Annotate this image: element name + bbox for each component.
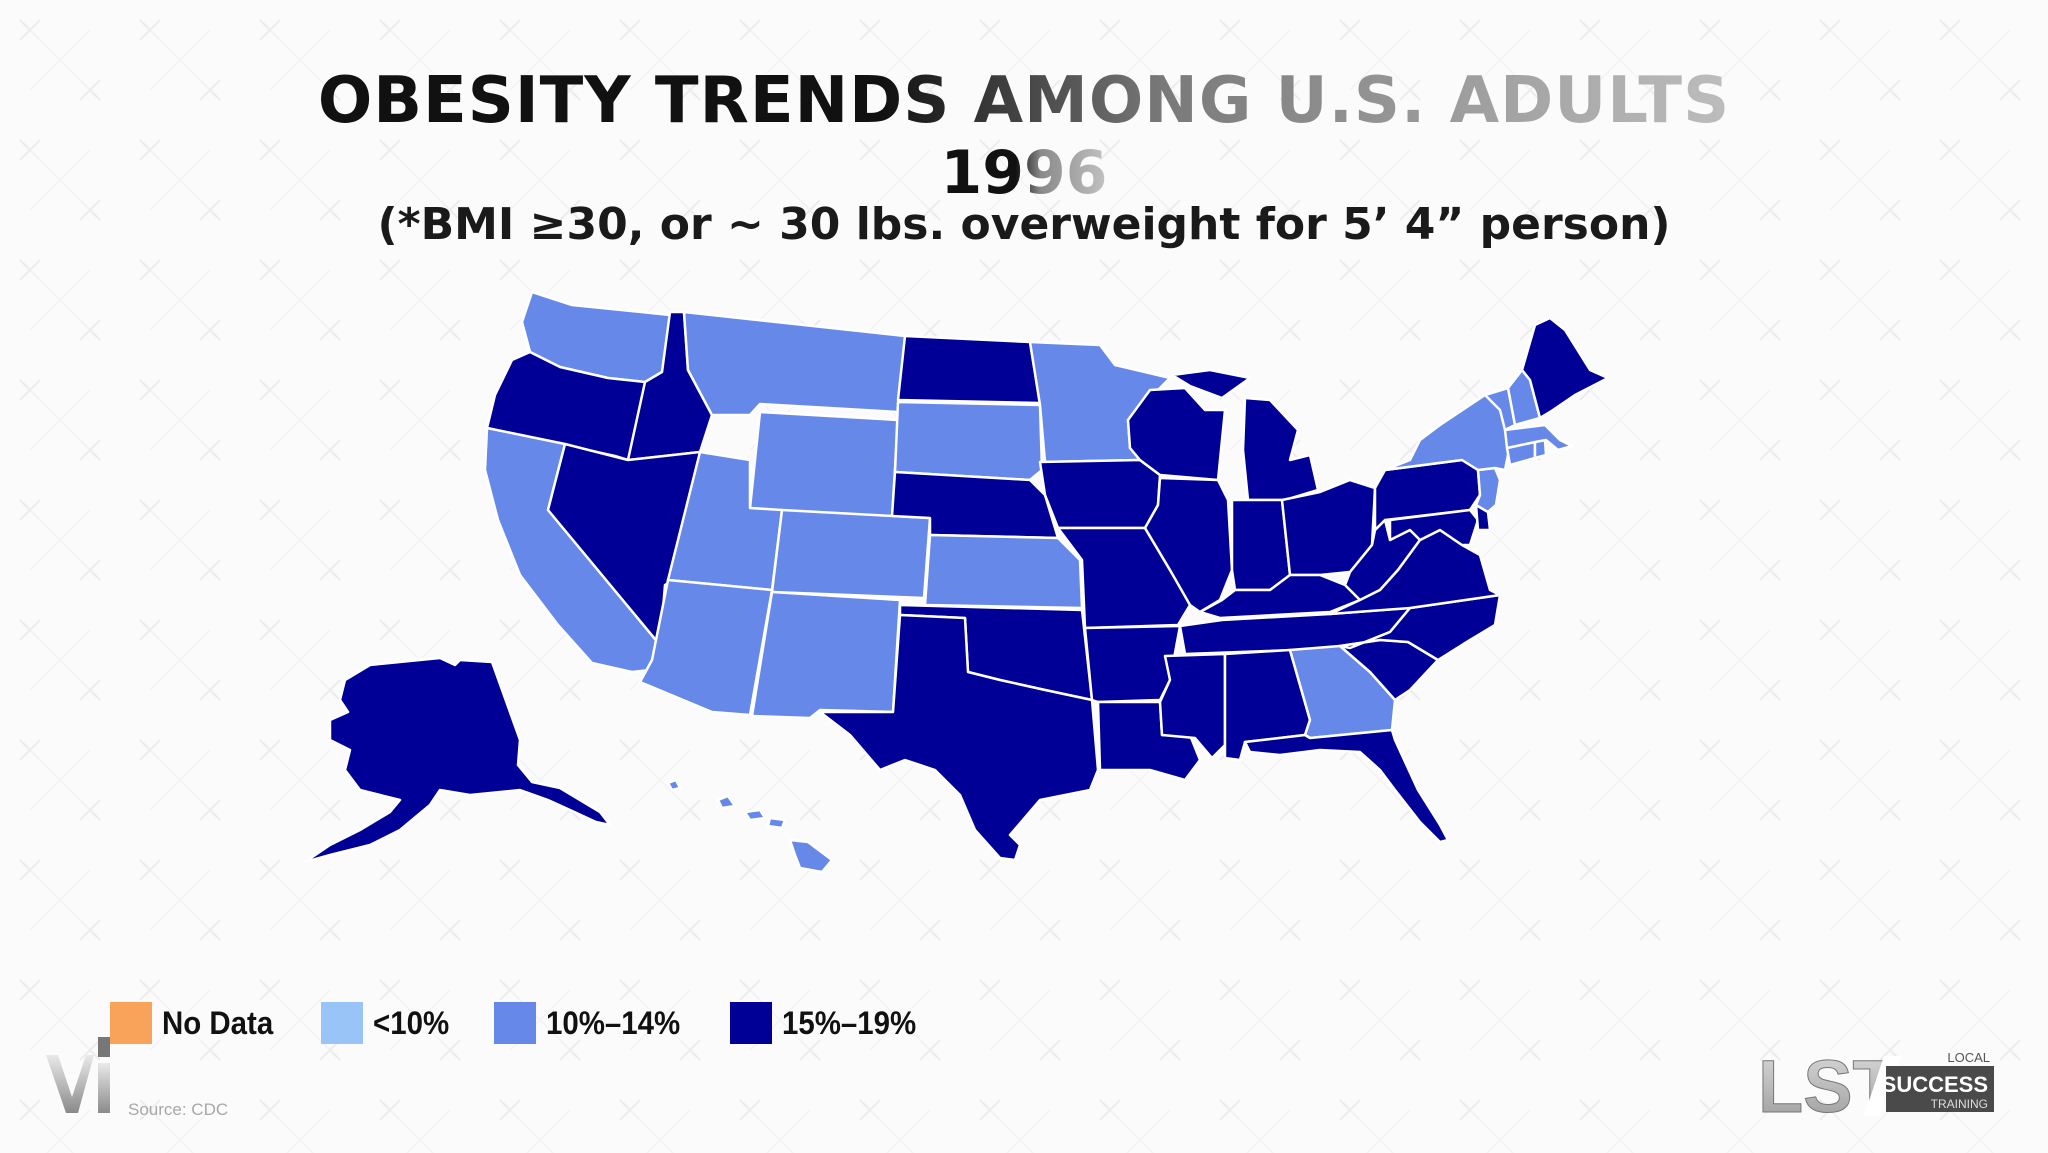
state-NC xyxy=(1338,593,1502,662)
state-SD xyxy=(893,400,1044,482)
state-NM xyxy=(750,590,902,720)
page-title: OBESITY TRENDS AMONG U.S. ADULTS xyxy=(317,64,1731,138)
legend-item-15to19: 15%–19% xyxy=(729,1002,928,1044)
state-CO xyxy=(770,508,932,600)
source-note: Source: CDC xyxy=(128,1100,229,1119)
title-subtitle: (*BMI ≥30, or ~ 30 lbs. overweight for 5… xyxy=(377,199,1671,250)
state-MD xyxy=(1388,508,1480,547)
state-MA xyxy=(1503,423,1574,452)
legend-item-lt10: <10% xyxy=(320,1002,456,1044)
state-NJ xyxy=(1474,466,1502,514)
logo-local: LOCAL xyxy=(1947,1050,1990,1065)
state-AK xyxy=(303,656,612,864)
state-MI xyxy=(1170,368,1320,502)
logo-success: SUCCESS xyxy=(1882,1072,1988,1097)
title-year: 1996 xyxy=(940,138,1108,208)
state-IN xyxy=(1230,498,1292,592)
state-IA xyxy=(1038,458,1162,530)
legend-label: 15%–19% xyxy=(781,1004,916,1041)
legend-swatch-10to14 xyxy=(493,1002,536,1044)
state-HI xyxy=(666,778,834,874)
state-NY xyxy=(1383,393,1512,472)
svg-text:LST: LST xyxy=(1758,1046,1898,1118)
state-ME xyxy=(1520,316,1610,420)
state-ND xyxy=(896,334,1042,405)
legend-swatch-lt10 xyxy=(320,1002,363,1044)
lst-logo: LST LOCAL SUCCESS TRAINING xyxy=(1758,1046,1994,1118)
state-TX xyxy=(818,613,1100,862)
legend-item-10to14: 10%–14% xyxy=(493,1002,692,1044)
legend-label: No Data xyxy=(162,1004,274,1041)
legend-label: 10%–14% xyxy=(545,1004,680,1041)
legend-label: <10% xyxy=(372,1004,450,1041)
state-KS xyxy=(923,533,1084,610)
state-VT xyxy=(1483,386,1517,432)
state-MT xyxy=(682,310,907,417)
state-WI xyxy=(1126,386,1227,482)
state-FL xyxy=(1243,728,1450,844)
legend-swatch-15to19 xyxy=(729,1002,772,1044)
logo-training: TRAINING xyxy=(1931,1097,1988,1111)
state-WY xyxy=(748,410,900,520)
legend-swatch-no-data xyxy=(110,1002,152,1044)
legend-item-no-data: No Data xyxy=(110,1002,283,1044)
state-KY xyxy=(1198,573,1362,620)
map-legend: No Data <10% 10%–14% 15%–19% xyxy=(110,1000,965,1046)
state-VA xyxy=(1328,528,1502,616)
vi-logo-icon xyxy=(46,1037,110,1113)
